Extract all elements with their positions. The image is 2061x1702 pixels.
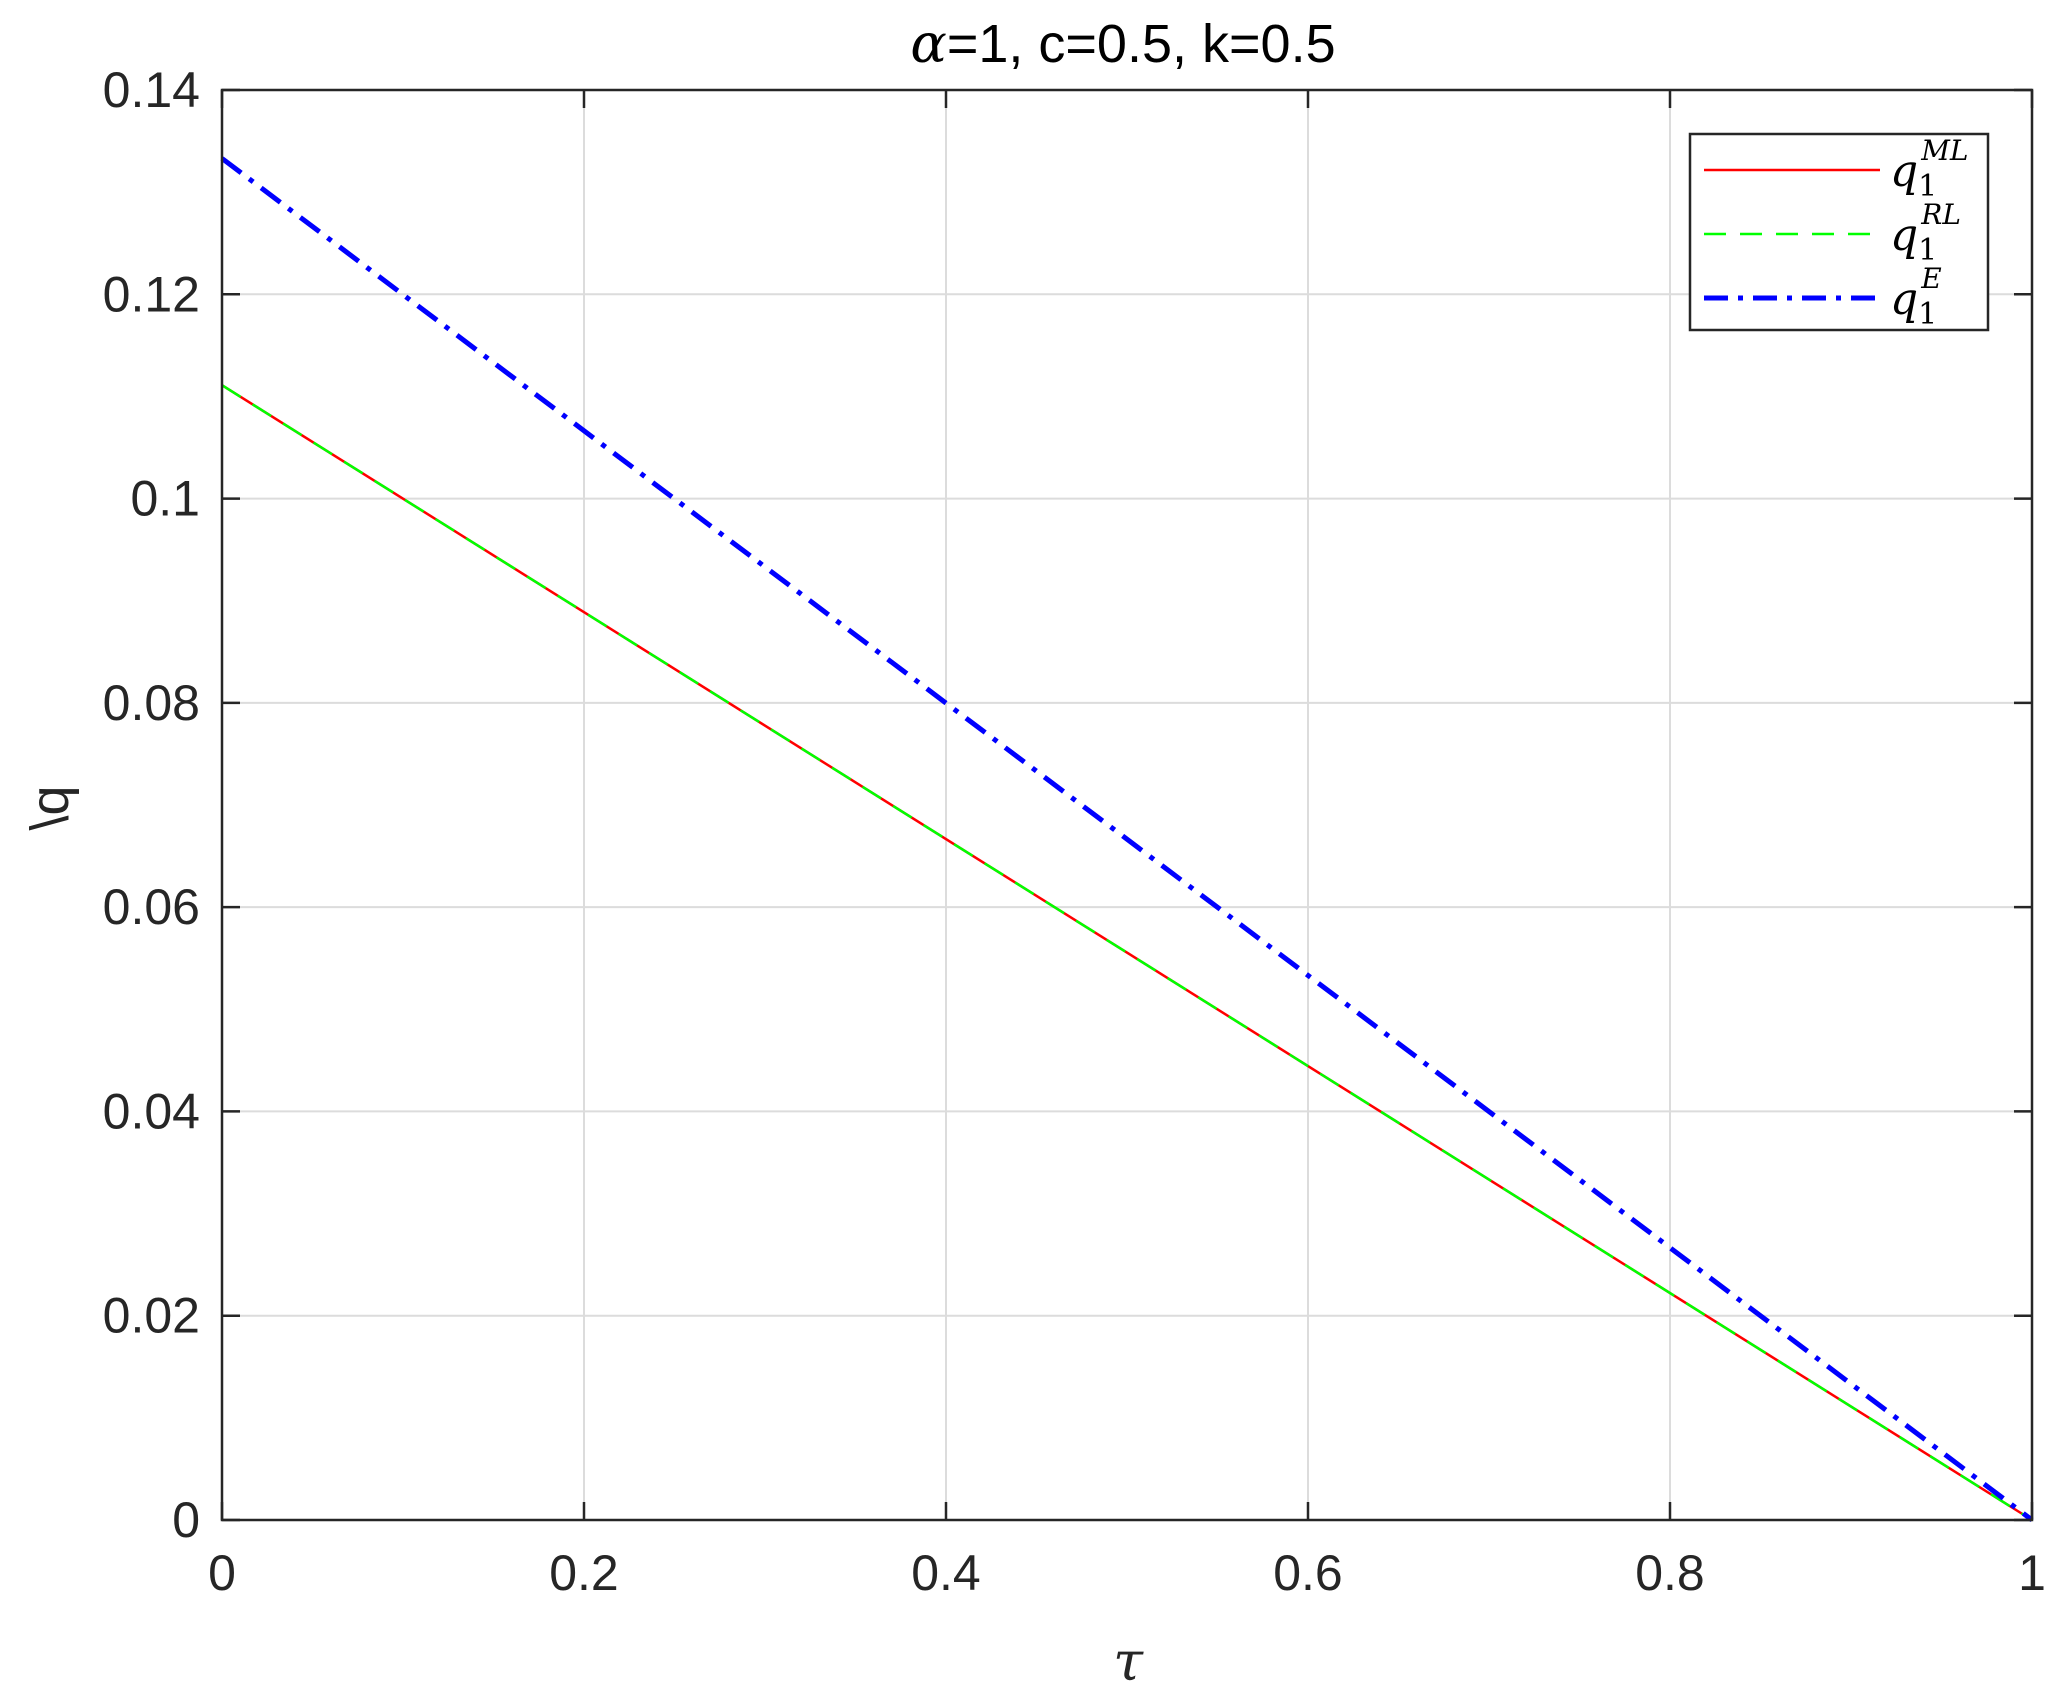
chart-title-text: =1, c=0.5, k=0.5	[947, 14, 1336, 74]
x-tick-label: 0.2	[549, 1545, 619, 1601]
y-tick-label: 0	[172, 1492, 200, 1548]
x-axis-label: τ	[1113, 1630, 1144, 1693]
series-line-rl	[221, 384, 2033, 1522]
y-tick-label: 0.06	[103, 879, 200, 935]
y-tick-label: 0.14	[103, 62, 200, 118]
tick-labels: 0 0.2 0.4 0.6 0.8 1 0 0.02 0.04 0.06 0.08 0.1 0.12 0.…	[103, 62, 2046, 1601]
legend-label-e: q1E	[1890, 262, 1942, 332]
y-axis-label: \q	[20, 785, 80, 830]
chart-title-greek: α	[910, 12, 946, 75]
series-line-e	[220, 156, 2034, 1522]
legend-label-base: q	[1890, 146, 1918, 197]
x-tick-label: 0.6	[1273, 1545, 1343, 1601]
legend-label-sup: ML	[1920, 134, 1968, 167]
legend-label-sup: RL	[1920, 198, 1961, 231]
y-tick-label: 0.1	[130, 471, 200, 527]
y-tick-label: 0.08	[103, 675, 200, 731]
legend-label-rl: q1RL	[1890, 198, 1961, 268]
x-tick-label: 0	[208, 1545, 236, 1601]
legend-label-sup: E	[1920, 262, 1941, 295]
x-tick-label: 0.4	[911, 1545, 981, 1601]
axes-box	[220, 88, 2034, 1522]
legend-label-sub: 1	[1918, 169, 1937, 204]
y-tick-label: 0.04	[103, 1083, 200, 1139]
y-tick-label: 0.12	[103, 266, 200, 322]
x-tick-label: 1	[2018, 1545, 2046, 1601]
legend-label-base: q	[1890, 274, 1918, 325]
y-tick-label: 0.02	[103, 1288, 200, 1344]
chart-title: α=1, c=0.5, k=0.5	[910, 12, 1335, 75]
legend-label-sub: 1	[1918, 297, 1937, 332]
legend-label-ml: q1ML	[1890, 134, 1969, 204]
axes	[220, 88, 2034, 1522]
x-tick-label: 0.8	[1635, 1545, 1705, 1601]
legend-label-base: q	[1890, 210, 1918, 261]
plot-lines	[220, 156, 2034, 1522]
legend-label-sub: 1	[1918, 233, 1937, 268]
